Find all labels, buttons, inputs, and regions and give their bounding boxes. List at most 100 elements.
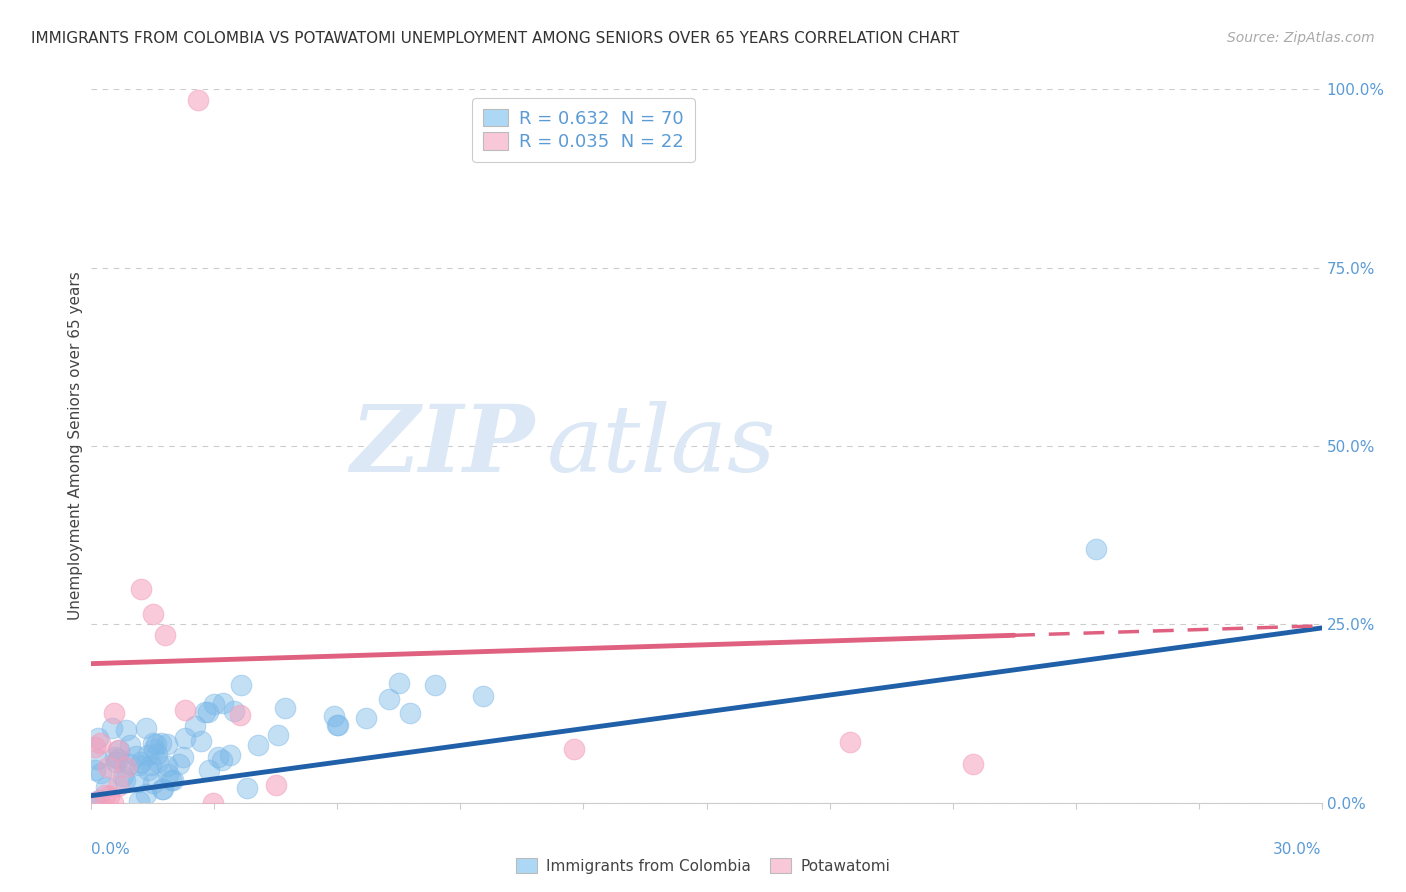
- Point: [107, 743, 129, 757]
- Point: [142, 607, 165, 621]
- Point: [128, 758, 150, 772]
- Point: [183, 719, 205, 733]
- Point: [118, 756, 141, 771]
- Point: [94, 788, 117, 802]
- Point: [219, 748, 242, 763]
- Point: [146, 756, 169, 770]
- Point: [107, 779, 129, 793]
- Point: [326, 718, 349, 732]
- Point: [153, 628, 177, 642]
- Point: [212, 696, 235, 710]
- Point: [187, 93, 209, 107]
- Point: [89, 736, 111, 750]
- Point: [1085, 542, 1108, 557]
- Point: [172, 749, 194, 764]
- Point: [378, 692, 401, 706]
- Point: [247, 738, 270, 752]
- Point: [267, 727, 290, 741]
- Point: [839, 735, 862, 749]
- Legend: R = 0.632  N = 70, R = 0.035  N = 22: R = 0.632 N = 70, R = 0.035 N = 22: [472, 98, 695, 162]
- Point: [399, 706, 422, 720]
- Point: [197, 705, 219, 719]
- Point: [562, 742, 585, 756]
- Y-axis label: Unemployment Among Seniors over 65 years: Unemployment Among Seniors over 65 years: [67, 272, 83, 620]
- Point: [115, 723, 138, 738]
- Text: IMMIGRANTS FROM COLOMBIA VS POTAWATOMI UNEMPLOYMENT AMONG SENIORS OVER 65 YEARS : IMMIGRANTS FROM COLOMBIA VS POTAWATOMI U…: [31, 31, 959, 46]
- Point: [201, 796, 224, 810]
- Point: [90, 765, 112, 780]
- Point: [274, 700, 297, 714]
- Point: [152, 782, 174, 797]
- Point: [167, 757, 190, 772]
- Point: [173, 703, 195, 717]
- Point: [114, 772, 136, 787]
- Point: [84, 739, 107, 754]
- Point: [198, 763, 221, 777]
- Point: [125, 749, 148, 764]
- Point: [139, 757, 162, 772]
- Point: [97, 789, 120, 803]
- Point: [142, 776, 165, 790]
- Point: [101, 796, 124, 810]
- Point: [202, 698, 225, 712]
- Point: [142, 736, 165, 750]
- Point: [136, 763, 159, 777]
- Point: [152, 781, 174, 796]
- Point: [222, 704, 245, 718]
- Point: [84, 795, 107, 809]
- Point: [86, 751, 108, 765]
- Point: [118, 738, 141, 752]
- Point: [114, 760, 136, 774]
- Point: [156, 759, 179, 773]
- Point: [101, 721, 124, 735]
- Point: [962, 756, 984, 771]
- Point: [149, 736, 172, 750]
- Point: [127, 774, 149, 789]
- Point: [129, 582, 152, 596]
- Point: [94, 780, 117, 794]
- Point: [138, 748, 160, 763]
- Point: [107, 752, 129, 766]
- Point: [87, 731, 110, 746]
- Point: [135, 787, 157, 801]
- Text: atlas: atlas: [547, 401, 776, 491]
- Text: 30.0%: 30.0%: [1274, 842, 1322, 857]
- Point: [128, 794, 150, 808]
- Point: [231, 678, 253, 692]
- Point: [112, 769, 135, 783]
- Point: [228, 708, 250, 723]
- Point: [108, 743, 131, 757]
- Point: [145, 737, 167, 751]
- Point: [156, 737, 179, 751]
- Point: [323, 709, 346, 723]
- Text: 0.0%: 0.0%: [91, 842, 131, 857]
- Point: [471, 689, 494, 703]
- Point: [84, 763, 107, 777]
- Point: [156, 767, 179, 781]
- Point: [146, 747, 169, 761]
- Point: [190, 734, 212, 748]
- Point: [194, 705, 217, 719]
- Point: [264, 778, 287, 792]
- Point: [423, 678, 446, 692]
- Point: [97, 760, 120, 774]
- Point: [104, 749, 127, 764]
- Point: [159, 772, 181, 787]
- Point: [129, 755, 152, 769]
- Point: [135, 721, 157, 735]
- Point: [103, 706, 125, 720]
- Point: [211, 753, 233, 767]
- Text: Source: ZipAtlas.com: Source: ZipAtlas.com: [1227, 31, 1375, 45]
- Point: [105, 755, 128, 769]
- Point: [326, 717, 349, 731]
- Point: [87, 793, 110, 807]
- Point: [162, 773, 184, 788]
- Point: [235, 780, 257, 795]
- Point: [354, 711, 377, 725]
- Point: [174, 731, 197, 745]
- Point: [207, 750, 229, 764]
- Text: ZIP: ZIP: [350, 401, 534, 491]
- Point: [388, 676, 411, 690]
- Point: [143, 742, 166, 756]
- Point: [84, 796, 107, 810]
